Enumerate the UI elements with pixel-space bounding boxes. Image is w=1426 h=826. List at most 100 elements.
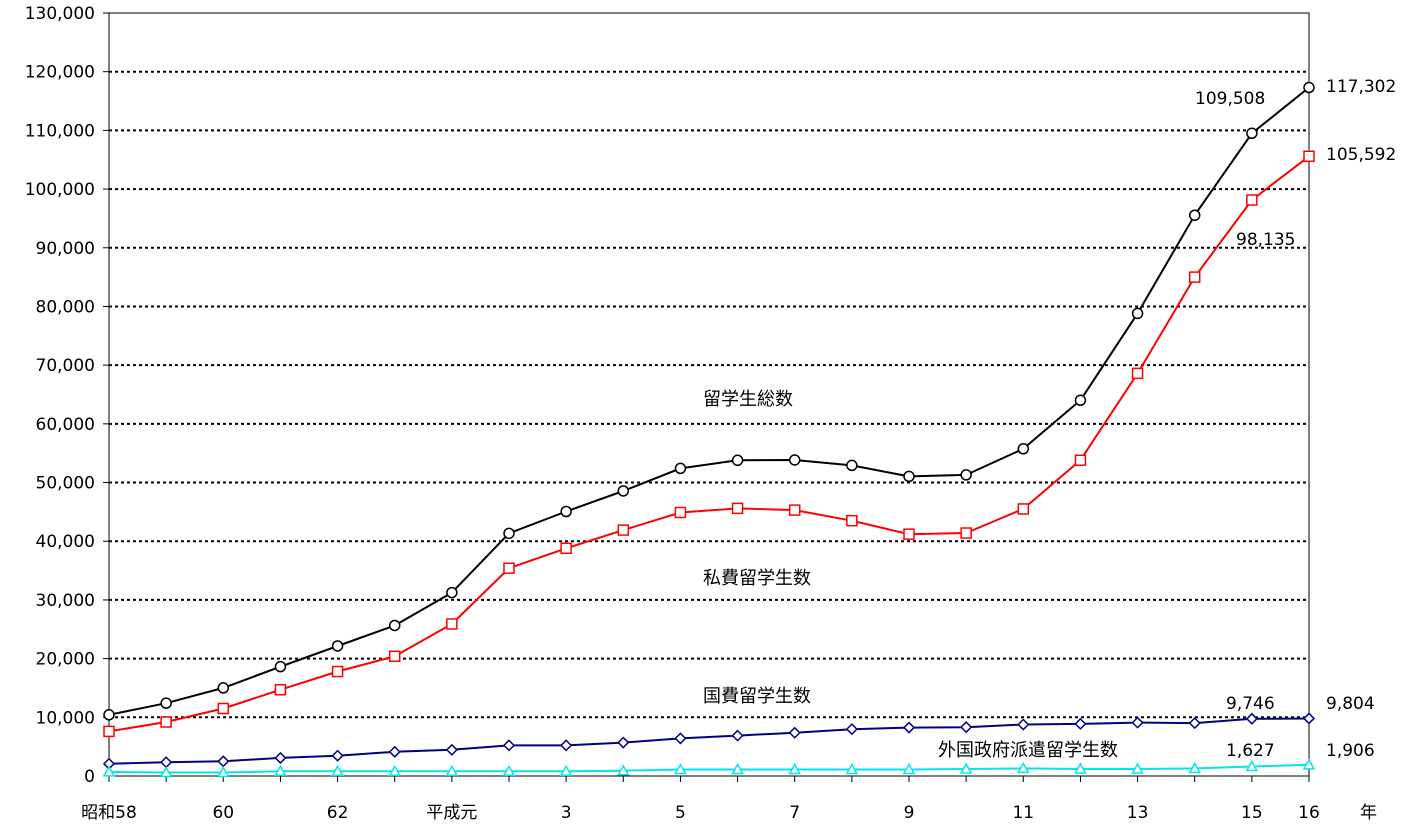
series-3-point <box>1017 761 1030 774</box>
y-tick-label: 30,000 <box>36 591 95 611</box>
series-1-point <box>1131 367 1144 380</box>
series-3-point <box>159 765 173 778</box>
series-2-point <box>331 749 344 762</box>
series-0-point <box>446 586 458 599</box>
plot-frame <box>108 12 1310 777</box>
series-1-point <box>617 524 630 536</box>
series-0-point <box>503 527 515 540</box>
series-0-point <box>388 619 401 632</box>
x-tick-label: 9 <box>904 803 915 823</box>
series-0-point <box>731 454 744 467</box>
data-label-private-16: 105,592 <box>1326 145 1396 165</box>
y-tick-label: 50,000 <box>36 474 95 494</box>
series-0-point <box>1246 127 1258 140</box>
series-1-point <box>731 502 744 515</box>
series-0-point <box>1074 394 1087 407</box>
y-tick-label: 90,000 <box>36 239 95 259</box>
series-1-point <box>331 665 344 678</box>
gridlines <box>109 70 1309 719</box>
series-1-point <box>1017 503 1030 515</box>
series-3-point <box>731 762 744 775</box>
series-2-point <box>788 726 801 739</box>
series-2-point <box>560 739 573 752</box>
series-0-point <box>903 470 915 483</box>
x-tick-label: 11 <box>1012 803 1034 823</box>
series-3-point <box>274 764 287 777</box>
series-0-point <box>1303 81 1315 94</box>
series-0-point <box>674 462 687 475</box>
series-2-point <box>1188 717 1201 730</box>
series-2-point <box>902 721 916 734</box>
series-2-point <box>1245 712 1258 725</box>
series-3-point <box>388 764 401 777</box>
series-3-point <box>102 765 116 777</box>
series-3-point <box>445 764 459 777</box>
x-tick-label: 昭和58 <box>81 803 137 823</box>
series-3-point <box>502 764 516 777</box>
series-3-point <box>1245 759 1259 772</box>
series-1-point <box>388 650 401 663</box>
series-3-point <box>959 762 973 774</box>
data-label-gov-16: 9,804 <box>1326 694 1375 714</box>
series-2-point <box>217 755 230 768</box>
series-1-point <box>274 683 287 696</box>
series-3-point <box>559 764 573 777</box>
y-axis-ticks: 0 10,000 20,000 30,000 40,000 50,000 60,000 70,… <box>25 4 109 787</box>
series-3-point <box>1131 762 1144 774</box>
series-2-point <box>1074 717 1087 730</box>
series-0-point <box>1188 209 1201 221</box>
series-0-point <box>331 640 344 652</box>
data-label-gov-15: 9,746 <box>1226 694 1275 714</box>
x-tick-label: 60 <box>212 803 234 823</box>
series-0-point <box>1017 443 1030 455</box>
series-3-point <box>331 764 344 777</box>
series-3-point <box>674 762 687 775</box>
y-tick-label: 60,000 <box>36 415 95 435</box>
series-3-point <box>1302 758 1316 770</box>
series-1-point <box>103 725 115 738</box>
series-2-point <box>274 751 287 765</box>
series-2-point <box>1017 718 1030 731</box>
series-line-3 <box>108 763 1310 774</box>
series-2-point <box>1302 712 1316 725</box>
y-tick-label: 110,000 <box>25 121 95 141</box>
series-1-point <box>1246 194 1258 206</box>
series-2-point <box>445 743 458 756</box>
series-0-point <box>560 505 572 518</box>
series-line-2 <box>108 717 1310 765</box>
series-3-point <box>902 762 916 775</box>
series-1-point <box>903 528 915 540</box>
x-tick-label: 平成元 <box>426 803 477 823</box>
series-3-point <box>845 762 859 775</box>
series-1-point <box>560 542 572 555</box>
series-1-point <box>674 506 687 519</box>
series-3-point <box>1188 761 1201 774</box>
series-2-point <box>845 723 858 736</box>
series-label-government: 国費留学生数 <box>703 686 811 707</box>
y-tick-label: 120,000 <box>25 63 95 83</box>
series-1-point <box>1074 454 1087 466</box>
series-1-point <box>217 702 230 715</box>
series-0-point <box>1131 307 1144 320</box>
series-2-point <box>617 736 630 749</box>
series-2-point <box>1131 716 1144 729</box>
series-3-point <box>217 765 230 778</box>
y-tick-label: 0 <box>84 767 95 787</box>
data-label-total-16: 117,302 <box>1326 77 1396 97</box>
series-line-1 <box>108 155 1310 733</box>
y-tick-label: 80,000 <box>36 297 95 317</box>
series-1-point <box>1188 271 1201 283</box>
series-2-point <box>731 729 744 742</box>
series-3-point <box>788 762 801 775</box>
axes <box>108 12 1310 777</box>
series-2-point <box>674 732 687 745</box>
x-axis-unit-label: 年 <box>1360 803 1377 823</box>
series-1-point <box>160 716 172 728</box>
x-tick-label: 7 <box>789 803 800 823</box>
series-0-point <box>103 709 115 721</box>
data-label-total-15: 109,508 <box>1195 89 1265 109</box>
series-1-point <box>960 527 972 539</box>
data-label-foreign-15: 1,627 <box>1226 741 1275 761</box>
x-axis-ticks: 昭和58 60 62 平成元 3 5 7 9 11 13 15 16 <box>81 776 1320 823</box>
